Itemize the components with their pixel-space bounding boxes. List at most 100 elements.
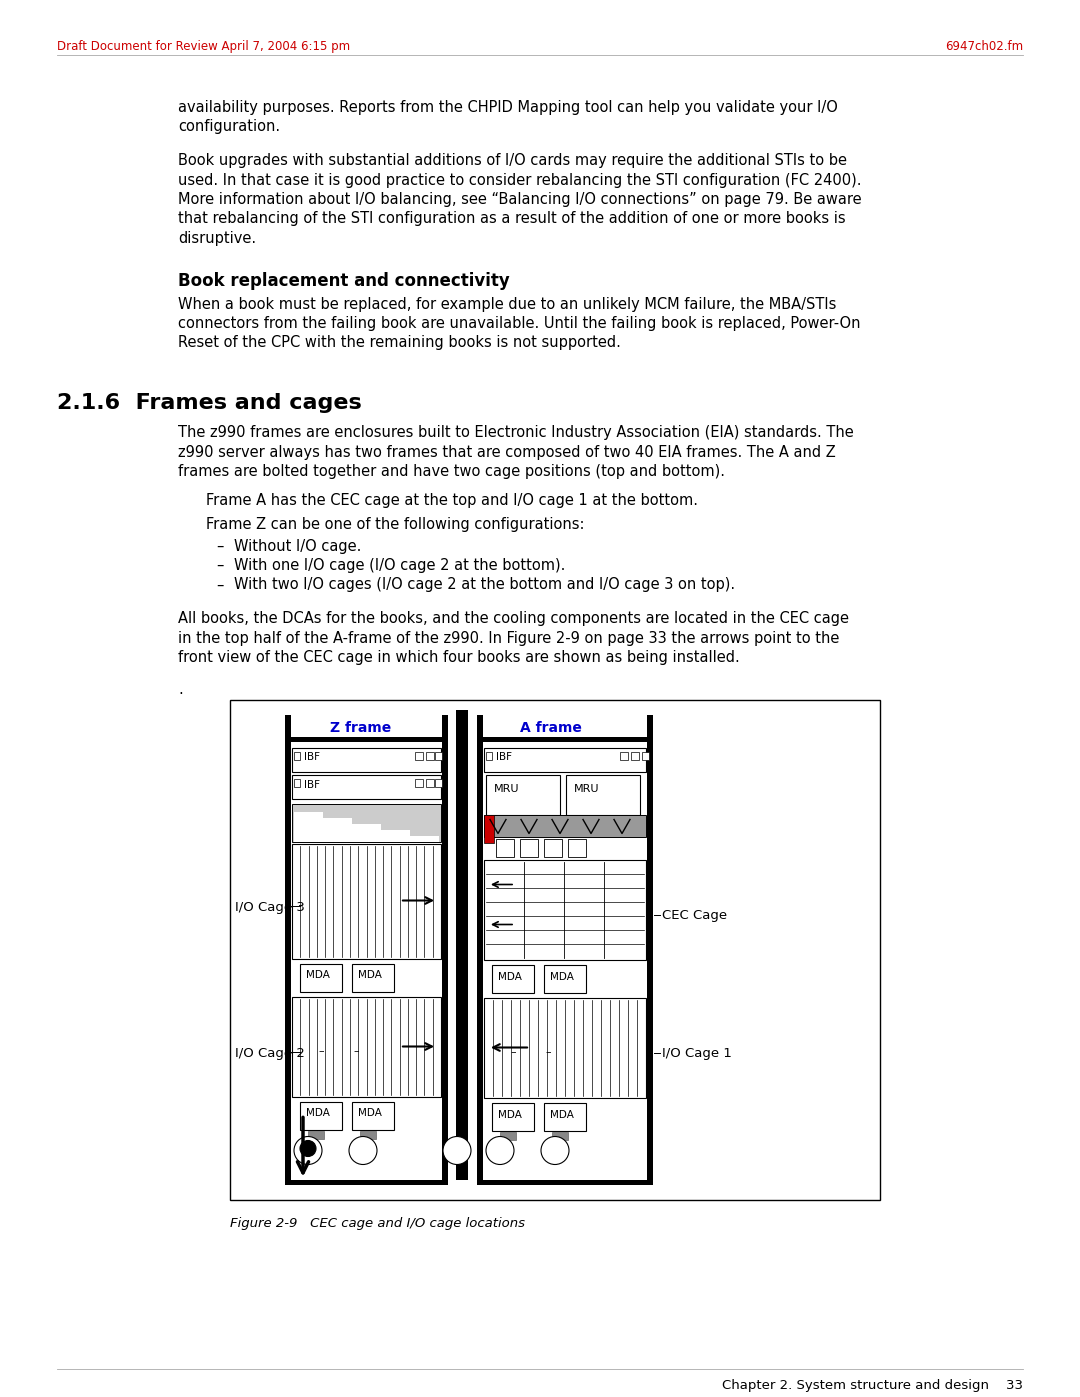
- Text: Reset of the CPC with the remaining books is not supported.: Reset of the CPC with the remaining book…: [178, 335, 621, 351]
- Bar: [486, 752, 492, 760]
- Bar: [568, 838, 586, 856]
- Bar: [484, 814, 646, 837]
- Bar: [352, 823, 381, 841]
- Bar: [442, 714, 448, 1185]
- Text: I/O Cage 1: I/O Cage 1: [662, 1048, 732, 1060]
- Bar: [288, 1179, 445, 1185]
- Bar: [484, 747, 646, 771]
- Text: –: –: [216, 538, 224, 553]
- Text: –: –: [318, 1046, 324, 1056]
- Bar: [492, 964, 534, 992]
- Text: MDA: MDA: [550, 971, 573, 982]
- Text: used. In that case it is good practice to consider rebalancing the STI configura: used. In that case it is good practice t…: [178, 172, 862, 187]
- Bar: [415, 778, 423, 787]
- Bar: [381, 830, 410, 841]
- Text: MRU: MRU: [573, 785, 599, 795]
- Bar: [435, 778, 442, 787]
- Text: IBF: IBF: [496, 753, 512, 763]
- Bar: [544, 1102, 586, 1130]
- Text: –: –: [216, 577, 224, 592]
- Bar: [300, 964, 342, 992]
- Bar: [492, 1102, 534, 1130]
- Text: Frame Z can be one of the following configurations:: Frame Z can be one of the following conf…: [206, 517, 584, 532]
- Text: –: –: [216, 557, 224, 573]
- Text: MDA: MDA: [357, 1108, 382, 1119]
- Text: disruptive.: disruptive.: [178, 231, 256, 246]
- Text: –: –: [353, 1046, 359, 1056]
- Bar: [500, 1132, 516, 1140]
- Text: MRU: MRU: [494, 785, 519, 795]
- Text: Z frame: Z frame: [330, 721, 391, 735]
- Text: Figure 2-9   CEC cage and I/O cage locations: Figure 2-9 CEC cage and I/O cage locatio…: [230, 1218, 525, 1231]
- Bar: [456, 710, 468, 1179]
- Bar: [285, 714, 291, 1185]
- Bar: [480, 1179, 650, 1185]
- Bar: [360, 1130, 376, 1139]
- Text: I/O Cage 3: I/O Cage 3: [235, 901, 305, 914]
- Text: 2.1.6  Frames and cages: 2.1.6 Frames and cages: [57, 393, 362, 414]
- Text: in the top half of the A-frame of the z990. In Figure 2-9 on page 33 the arrows : in the top half of the A-frame of the z9…: [178, 630, 839, 645]
- Text: IBF: IBF: [303, 753, 320, 763]
- Text: frames are bolted together and have two cage positions (top and bottom).: frames are bolted together and have two …: [178, 464, 725, 479]
- Bar: [544, 964, 586, 992]
- Bar: [292, 747, 441, 771]
- Text: availability purposes. Reports from the CHPID Mapping tool can help you validate: availability purposes. Reports from the …: [178, 101, 838, 115]
- Bar: [426, 752, 434, 760]
- Bar: [288, 736, 445, 742]
- Text: With two I/O cages (I/O cage 2 at the bottom and I/O cage 3 on top).: With two I/O cages (I/O cage 2 at the bo…: [234, 577, 735, 592]
- Bar: [230, 700, 880, 1200]
- Text: Chapter 2. System structure and design    33: Chapter 2. System structure and design 3…: [723, 1379, 1023, 1391]
- Bar: [292, 774, 441, 799]
- Text: All books, the DCAs for the books, and the cooling components are located in the: All books, the DCAs for the books, and t…: [178, 610, 849, 626]
- Text: Frame A has the CEC cage at the top and I/O cage 1 at the bottom.: Frame A has the CEC cage at the top and …: [206, 493, 698, 509]
- Bar: [519, 838, 538, 856]
- Text: front view of the CEC cage in which four books are shown as being installed.: front view of the CEC cage in which four…: [178, 650, 740, 665]
- Text: A frame: A frame: [519, 721, 582, 735]
- Bar: [352, 1101, 394, 1130]
- Text: More information about I/O balancing, see “Balancing I/O connections” on page 79: More information about I/O balancing, se…: [178, 191, 862, 207]
- Text: IBF: IBF: [303, 780, 320, 789]
- Text: Without I/O cage.: Without I/O cage.: [234, 538, 362, 553]
- Text: With one I/O cage (I/O cage 2 at the bottom).: With one I/O cage (I/O cage 2 at the bot…: [234, 557, 565, 573]
- Bar: [620, 752, 627, 760]
- Bar: [477, 714, 483, 1185]
- Bar: [410, 835, 438, 841]
- Circle shape: [349, 1137, 377, 1165]
- Circle shape: [300, 1140, 316, 1157]
- Bar: [484, 814, 494, 842]
- Bar: [484, 859, 646, 960]
- Bar: [544, 838, 562, 856]
- Text: Book upgrades with substantial additions of I/O cards may require the additional: Book upgrades with substantial additions…: [178, 154, 847, 168]
- Circle shape: [443, 1137, 471, 1165]
- Bar: [415, 752, 423, 760]
- Bar: [294, 752, 300, 760]
- Bar: [292, 803, 441, 841]
- Text: The z990 frames are enclosures built to Electronic Industry Association (EIA) st: The z990 frames are enclosures built to …: [178, 425, 854, 440]
- Bar: [647, 714, 653, 1185]
- Text: MDA: MDA: [357, 971, 382, 981]
- Bar: [292, 996, 441, 1097]
- Text: When a book must be replaced, for example due to an unlikely MCM failure, the MB: When a book must be replaced, for exampl…: [178, 296, 836, 312]
- Circle shape: [541, 1137, 569, 1165]
- Circle shape: [294, 1137, 322, 1165]
- Text: –: –: [510, 1048, 515, 1058]
- Bar: [426, 778, 434, 787]
- Bar: [484, 997, 646, 1098]
- Bar: [435, 752, 442, 760]
- Bar: [352, 964, 394, 992]
- Text: CEC Cage: CEC Cage: [662, 909, 727, 922]
- Bar: [642, 752, 649, 760]
- Bar: [300, 1101, 342, 1130]
- Text: that rebalancing of the STI configuration as a result of the addition of one or : that rebalancing of the STI configuratio…: [178, 211, 846, 226]
- Bar: [308, 1130, 324, 1139]
- Bar: [486, 774, 561, 814]
- Text: MDA: MDA: [498, 1109, 522, 1119]
- Bar: [294, 778, 300, 787]
- Bar: [294, 812, 323, 841]
- Text: MDA: MDA: [306, 971, 329, 981]
- Bar: [552, 1132, 568, 1140]
- Text: MDA: MDA: [550, 1109, 573, 1119]
- Bar: [292, 844, 441, 958]
- Bar: [480, 736, 650, 742]
- Text: .: .: [178, 682, 183, 697]
